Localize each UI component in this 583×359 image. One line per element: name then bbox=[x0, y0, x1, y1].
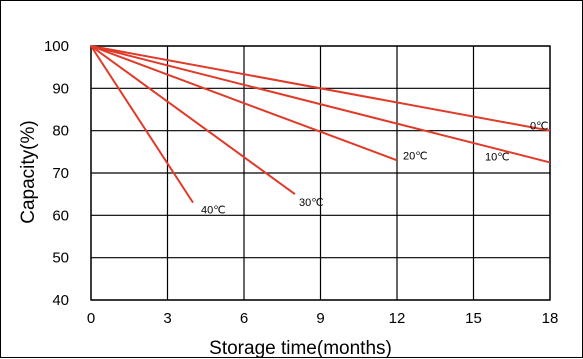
x-tick-label-6: 6 bbox=[240, 310, 248, 327]
y-axis-label: Capacity(%) bbox=[18, 120, 39, 223]
series-label-40c: 40℃ bbox=[201, 205, 226, 217]
x-tick-label-0: 0 bbox=[87, 310, 95, 327]
y-tick-label-70: 70 bbox=[52, 165, 69, 182]
x-tick-label-12: 12 bbox=[389, 310, 406, 327]
series-line-30c bbox=[90, 45, 296, 195]
series-line-0c bbox=[90, 45, 551, 132]
x-tick-label-18: 18 bbox=[542, 310, 559, 327]
y-tick-label-50: 50 bbox=[52, 250, 69, 267]
plot-area-border bbox=[90, 45, 551, 301]
y-tick-label-40: 40 bbox=[52, 292, 69, 309]
series-label-30c: 30℃ bbox=[299, 197, 324, 209]
series-label-20c: 20℃ bbox=[403, 150, 428, 162]
y-tick-label-90: 90 bbox=[52, 80, 69, 97]
x-tick-labels: 0 3 6 9 12 15 18 bbox=[87, 310, 559, 327]
series-line-10c bbox=[90, 45, 551, 164]
series-label-10c: 10℃ bbox=[485, 151, 510, 163]
plot-border bbox=[90, 45, 551, 301]
x-axis-label: Storage time(months) bbox=[209, 338, 392, 359]
y-tick-label-60: 60 bbox=[52, 207, 69, 224]
series-lines bbox=[90, 45, 551, 204]
x-tick-label-3: 3 bbox=[163, 310, 171, 327]
series-line-40c bbox=[90, 45, 194, 204]
y-tick-label-80: 80 bbox=[52, 123, 69, 140]
y-tick-labels: 40 50 60 70 80 90 100 bbox=[44, 38, 69, 309]
x-tick-label-9: 9 bbox=[316, 310, 324, 327]
series-labels: 0℃ 10℃ 20℃ 30℃ 40℃ bbox=[201, 121, 548, 217]
y-tick-label-100: 100 bbox=[44, 38, 69, 55]
x-tick-label-15: 15 bbox=[465, 310, 482, 327]
series-line-20c bbox=[90, 45, 398, 162]
series-label-0c: 0℃ bbox=[530, 121, 548, 133]
grid bbox=[90, 45, 551, 301]
